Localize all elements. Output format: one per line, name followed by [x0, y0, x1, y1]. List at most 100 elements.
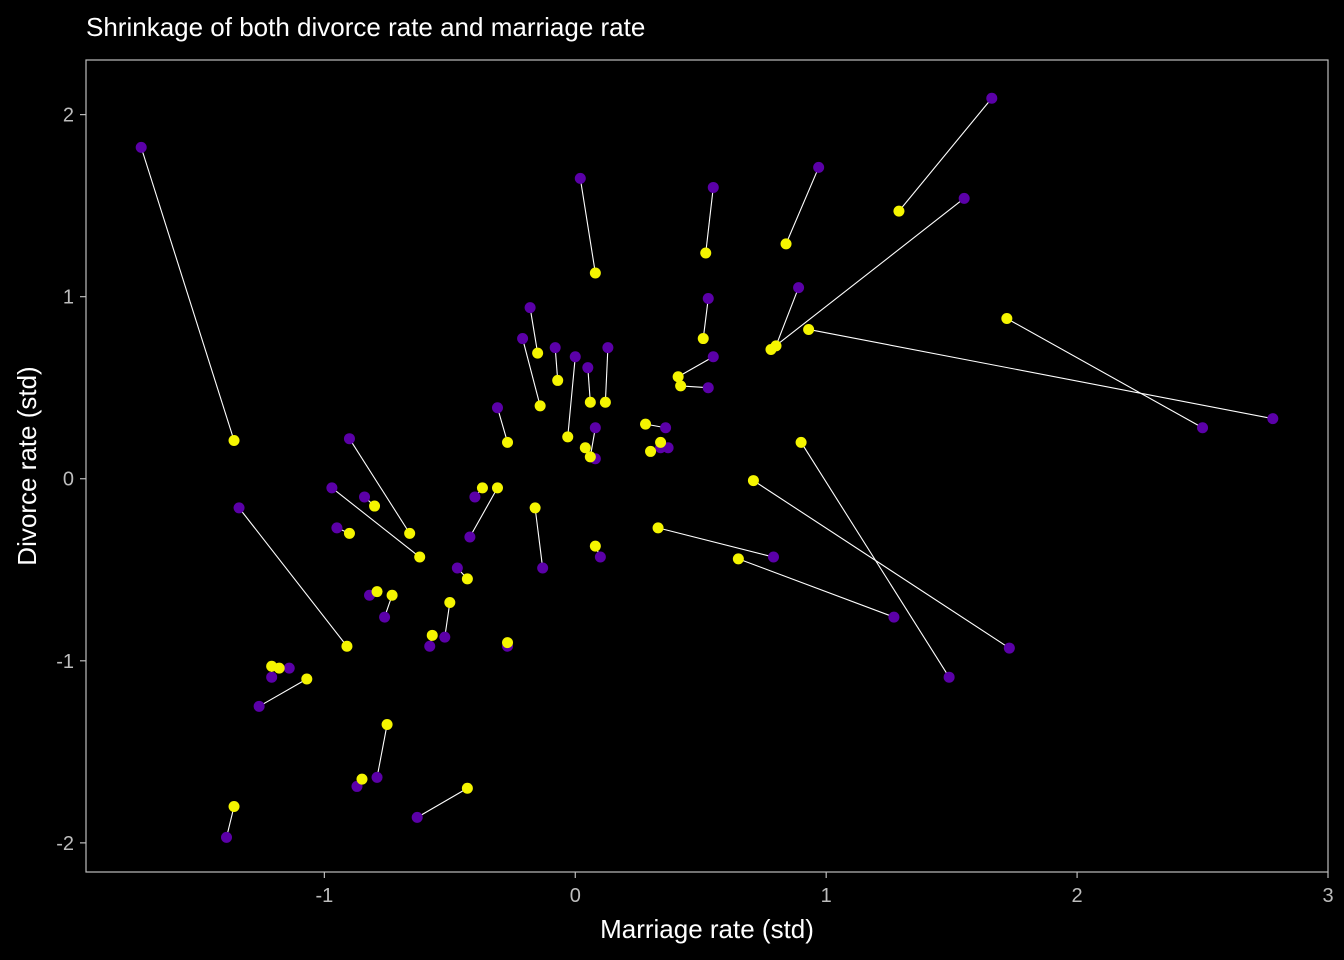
observed-point [793, 282, 805, 294]
shrinkage-line [705, 187, 714, 254]
observed-point [707, 181, 719, 193]
estimated-point [579, 442, 591, 454]
observed-point [424, 640, 436, 652]
estimated-point [589, 267, 601, 279]
observed-point [537, 562, 549, 574]
shrinkage-line [898, 97, 993, 212]
shrinkage-line [753, 480, 1010, 649]
observed-point [602, 342, 614, 354]
x-tick-label: 1 [821, 885, 832, 907]
estimated-point [502, 637, 514, 649]
observed-point [569, 351, 581, 363]
shrinkage-line [775, 287, 800, 347]
x-tick-label: 2 [1072, 885, 1083, 907]
estimated-point [655, 436, 667, 448]
estimated-point [356, 773, 368, 785]
shrinkage-line [331, 487, 421, 558]
estimated-point [343, 527, 355, 539]
estimated-point [765, 343, 777, 355]
observed-point [266, 671, 278, 683]
observed-point [283, 662, 295, 674]
estimated-point [700, 247, 712, 259]
shrinkage-line [469, 487, 498, 538]
shrinkage-line [258, 678, 308, 707]
observed-point [582, 362, 594, 374]
x-tick-label: 0 [570, 885, 581, 907]
observed-point [379, 611, 391, 623]
estimated-point [502, 436, 514, 448]
estimated-point [534, 400, 546, 412]
estimated-point [381, 719, 393, 731]
estimated-point [780, 238, 792, 250]
estimated-point [476, 482, 488, 494]
observed-point [888, 611, 900, 623]
observed-point [1197, 422, 1209, 434]
estimated-point [562, 431, 574, 443]
observed-point [359, 491, 371, 503]
observed-point [1267, 413, 1279, 425]
y-tick-label: -2 [56, 833, 74, 855]
shrinkage-line [702, 298, 709, 339]
estimated-point [584, 396, 596, 408]
y-tick-label: 0 [63, 469, 74, 491]
observed-point [451, 562, 463, 574]
y-tick-label: -1 [56, 651, 74, 673]
observed-point [491, 402, 503, 414]
shrinkage-line [140, 147, 235, 441]
observed-points [135, 92, 1279, 843]
estimated-point [414, 551, 426, 563]
estimated-point [675, 380, 687, 392]
y-axis-title: Divorce rate (std) [12, 366, 42, 565]
observed-point [943, 671, 955, 683]
estimated-point [552, 374, 564, 386]
observed-point [702, 382, 714, 394]
observed-point [524, 302, 536, 314]
estimated-point [645, 445, 657, 457]
observed-point [958, 192, 970, 204]
estimated-point [640, 418, 652, 430]
observed-point [986, 92, 998, 104]
estimated-point [444, 597, 456, 609]
estimated-point [228, 435, 240, 447]
estimated-point [461, 573, 473, 585]
estimated-point [584, 451, 596, 463]
shrinkage-line [376, 724, 388, 778]
observed-point [331, 522, 343, 534]
estimated-point [386, 589, 398, 601]
observed-point [707, 351, 719, 363]
shrinkage-line [657, 527, 774, 558]
estimated-point [273, 662, 285, 674]
shrinkage-line [738, 558, 895, 618]
shrinkage-line [800, 442, 950, 678]
shrinkage-line [522, 338, 541, 407]
estimated-point [795, 436, 807, 448]
shrinkage-line [348, 438, 411, 534]
shrinkage-line [1006, 318, 1203, 429]
observed-point [589, 422, 601, 434]
observed-point [660, 422, 672, 434]
observed-point [464, 531, 476, 543]
estimated-point [532, 347, 544, 359]
shrinkage-line [444, 602, 451, 638]
observed-point [469, 491, 481, 503]
observed-point [326, 482, 338, 494]
estimated-point [589, 540, 601, 552]
estimated-point [426, 629, 438, 641]
observed-point [221, 831, 233, 843]
observed-point [135, 141, 147, 153]
shrinkage-line [496, 407, 509, 443]
estimated-point [461, 782, 473, 794]
shrinkage-line [677, 356, 714, 378]
estimated-point [672, 371, 684, 383]
shrinkage-line [579, 178, 596, 274]
estimated-point [228, 800, 240, 812]
observed-point [343, 433, 355, 445]
shrinkage-line [770, 197, 965, 350]
observed-point [439, 631, 451, 643]
observed-point [574, 172, 586, 184]
observed-point [767, 551, 779, 563]
estimated-point [369, 500, 381, 512]
observed-point [253, 700, 265, 712]
shrinkage-lines [140, 97, 1273, 838]
